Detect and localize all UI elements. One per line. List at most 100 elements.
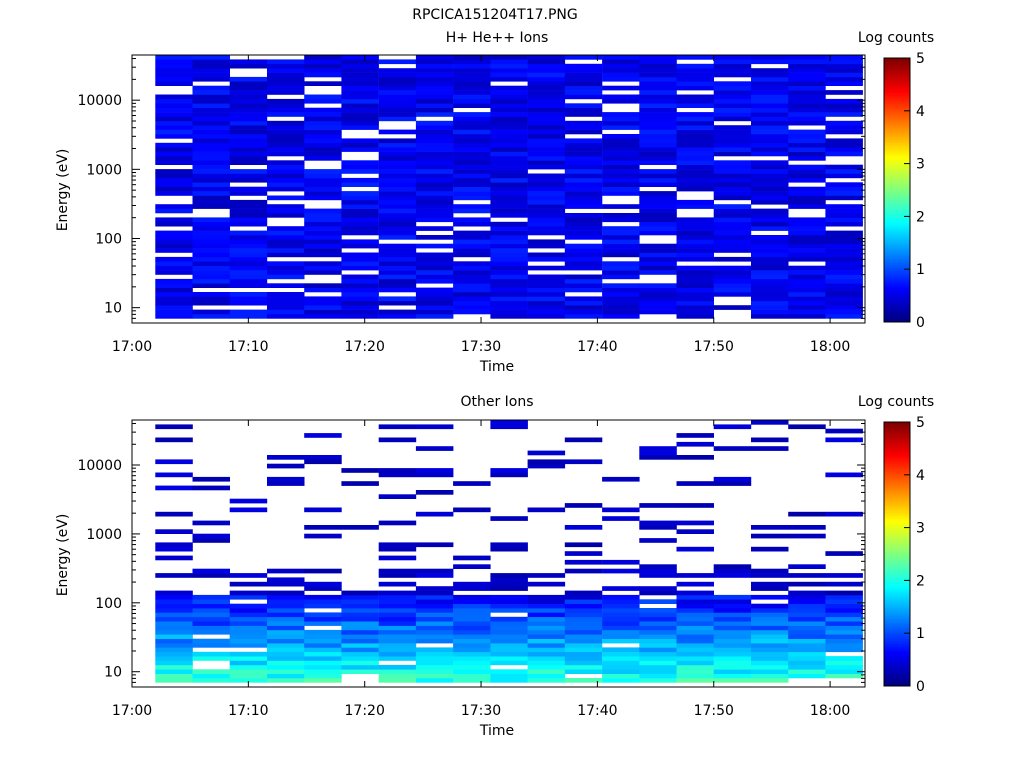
heatmap-cell [155,182,193,187]
heatmap-cell [564,608,603,613]
heatmap-cell [564,669,603,674]
heatmap-cell [490,468,528,473]
heatmap-cell [453,186,491,192]
colorbar-segment [884,297,910,300]
heatmap-cell [639,98,677,104]
heatmap-cell [304,68,342,73]
heatmap-cell [564,599,603,604]
colorbar-segment [884,611,910,615]
heatmap-cell [415,647,454,653]
heatmap-cell [602,314,640,319]
heatmap-cell [639,564,677,569]
heatmap-cell [527,287,566,293]
heatmap-cell [453,656,491,661]
heatmap-cell [490,160,528,165]
heatmap-cell [229,643,268,648]
heatmap-cell [192,182,230,187]
colorbar-segment [884,661,910,664]
heatmap-cell [713,424,752,430]
heatmap-cell [229,296,268,302]
heatmap-cell [267,76,305,82]
heatmap-cell [192,63,230,69]
heatmap-cell [564,199,603,205]
heatmap-cell [229,612,268,618]
heatmap-cell [415,169,454,174]
heatmap-cell [304,239,342,245]
heatmap-cell [602,660,640,666]
heatmap-cell [378,647,417,653]
colorbar-segment [884,657,910,660]
heatmap-cell [825,261,863,266]
heatmap-cell [602,621,640,626]
heatmap-cell [676,177,714,183]
heatmap-cell [713,85,752,91]
heatmap-cell [751,261,789,266]
heatmap-cell [564,120,603,126]
heatmap-cell [713,292,752,297]
colorbar-segment [884,679,910,683]
heatmap-cell [490,424,528,430]
panel-h-he-ions: H+ He++ Ions 17:00 17:10 17:20 17:30 17:40 17… [55,30,934,375]
colorbar-segment [884,430,910,433]
colorbar-segment [884,64,910,67]
heatmap-cell [229,125,268,130]
heatmap-cell [527,608,566,613]
heatmap-cell [453,217,491,223]
heatmap-cell [676,182,714,187]
heatmap-cell [490,669,528,674]
heatmap-cell [713,116,752,122]
heatmap-cell [527,177,566,183]
heatmap-cell [788,120,826,126]
heatmap-cell [192,270,230,275]
heatmap-cell [192,485,230,491]
heatmap-cell [825,581,863,587]
heatmap-cell [304,221,342,227]
heatmap-cell [713,287,752,293]
heatmap-cell [490,98,528,104]
heatmap-cell [527,660,566,666]
heatmap-cell [453,616,491,622]
heatmap-cell [304,59,342,65]
heatmap-cell [676,314,714,319]
heatmap-cell [490,651,528,657]
heatmap-cell [229,256,268,262]
heatmap-cell [304,621,342,626]
x-tick-label: 17:20 [345,703,385,719]
heatmap-cell [713,213,752,218]
heatmap-cell [564,590,603,596]
heatmap-cell [229,669,268,674]
heatmap-cell [341,296,379,302]
heatmap-cell [229,638,268,644]
heatmap-cell [564,63,603,69]
heatmap-cell [639,573,677,578]
y-axis-label: Energy (eV) [55,149,71,232]
heatmap-cell [713,664,752,670]
heatmap-cell [490,296,528,302]
heatmap-cell [713,603,752,609]
heatmap-cell [490,577,528,583]
heatmap-cell [751,603,789,609]
heatmap-cell [602,638,640,644]
colorbar-segment [884,504,910,507]
heatmap-cell [788,581,826,587]
heatmap-cell [415,314,454,319]
heatmap-cell [192,68,230,73]
heatmap-cell [229,283,268,288]
heatmap-cell [602,594,640,600]
colorbar-segment [884,249,910,253]
heatmap-cell [341,468,379,473]
heatmap-cell [676,120,714,126]
heatmap-cell [453,55,491,60]
heatmap-cell [788,68,826,73]
heatmap-cell [676,616,714,622]
colorbar-segment [884,426,910,429]
heatmap-cell [602,283,640,288]
colorbar-segment [884,157,910,160]
heatmap-cell [415,292,454,297]
heatmap-cell [490,599,528,604]
heatmap-cell [192,278,230,284]
heatmap-cell [490,278,528,284]
heatmap-cell [564,182,603,187]
heatmap-cell [564,94,603,100]
